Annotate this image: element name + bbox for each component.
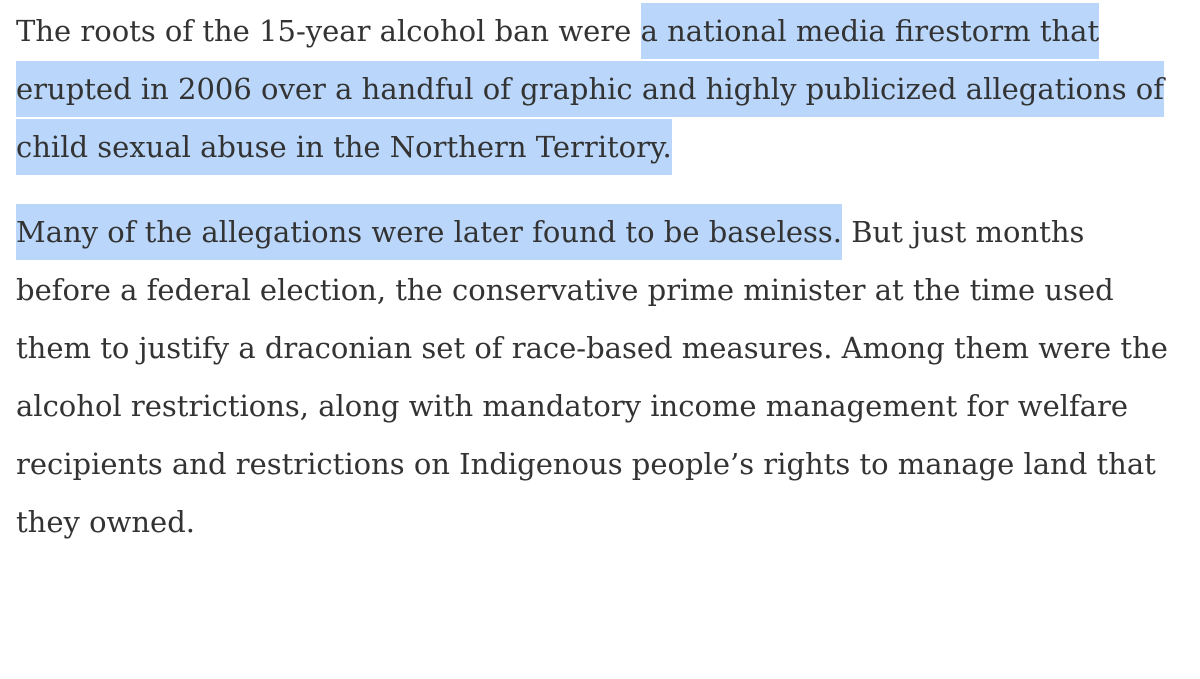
paragraph: Many of the allegations were later found…: [16, 203, 1188, 551]
highlighted-text: Many of the allegations were later found…: [16, 204, 843, 260]
text: The roots of the 15-year alcohol ban wer…: [16, 14, 641, 48]
text: But just months before a federal electio…: [16, 215, 1168, 539]
paragraph: The roots of the 15-year alcohol ban wer…: [16, 2, 1188, 176]
article-body: The roots of the 15-year alcohol ban wer…: [16, 2, 1188, 578]
